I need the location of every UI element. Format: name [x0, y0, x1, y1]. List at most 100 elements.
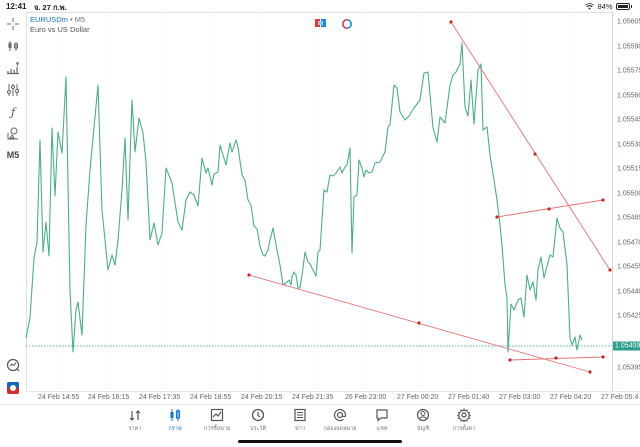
trendline-anchor [588, 370, 592, 374]
nav-label: กล่องจดหมาย [323, 426, 357, 432]
time-label: 27 Feb 00:20 [397, 394, 439, 401]
chart-type-icon[interactable] [5, 38, 21, 54]
status-bar: 12:41 จ. 27 ก.พ. 84% [0, 0, 640, 12]
indicators-icon[interactable] [5, 60, 21, 76]
time-label: 27 Feb 01:40 [448, 394, 490, 401]
price-label: 1.05545 [617, 116, 640, 124]
trendline-anchor [554, 356, 558, 360]
time-label: 26 Feb 23:00 [345, 394, 387, 401]
nav-tab-mailbox[interactable]: กล่องจดหมาย [320, 408, 360, 433]
trendline [450, 21, 611, 271]
wifi-icon [585, 3, 595, 10]
nav-tab-trade[interactable]: การซื้อขาย [197, 408, 237, 433]
status-indicators: 84% [585, 2, 632, 11]
timeframe-button[interactable]: M5 [6, 150, 20, 160]
nav-label: การตั้งค่า [452, 426, 476, 432]
price-label: 1.05500 [617, 190, 640, 197]
trendline-anchor [533, 152, 537, 156]
nav-label: แชท [376, 426, 388, 432]
time-label: 24 Feb 18:55 [190, 394, 232, 401]
nav-tab-chat[interactable]: แชท [362, 408, 402, 433]
trendline-anchor [601, 355, 605, 359]
time-label: 24 Feb 20:15 [241, 394, 283, 401]
time-label: 24 Feb 14:55 [38, 394, 80, 401]
trendline-anchor [495, 215, 499, 219]
nav-tab-history[interactable]: ประวัติ [238, 408, 278, 433]
symbol-timeframe: M5 [74, 15, 86, 24]
nav-label: กราฟ [168, 426, 182, 432]
price-label: 1.05440 [617, 288, 640, 295]
price-label: 1.05575 [617, 67, 640, 75]
price-label: 1.05485 [617, 214, 640, 222]
price-label: 1.05515 [617, 165, 640, 173]
price-label: 1.05470 [617, 239, 640, 246]
nav-tab-chart[interactable]: กราฟ [155, 408, 195, 433]
trendline-anchor [608, 268, 612, 272]
status-date: จ. 27 ก.พ. [34, 3, 67, 12]
nav-label: ข่าว [295, 426, 305, 432]
symbol-separator: • [67, 15, 75, 24]
account-icon [416, 408, 430, 422]
trendline-anchor [601, 198, 605, 202]
status-time: 12:41 [6, 2, 27, 11]
objects-icon[interactable] [5, 125, 21, 141]
trade-icon [210, 408, 224, 422]
nav-tab-news[interactable]: ข่าว [280, 408, 320, 433]
function-icon[interactable]: ƒ [10, 105, 16, 119]
price-label: 1.05530 [617, 141, 640, 148]
symbol-info[interactable]: EURUSDm • M5 Euro vs US Dollar [30, 15, 90, 35]
nav-label: ประวัติ [249, 426, 267, 432]
time-label: 27 Feb 04:20 [550, 394, 592, 401]
nav-label: ราคา [128, 426, 142, 432]
price-label: 1.05605 [617, 18, 640, 26]
chart-area[interactable] [26, 12, 614, 391]
nav-tab-quotes[interactable]: ราคา [115, 408, 155, 433]
mailbox-icon [333, 409, 347, 422]
price-label: 1.05395 [617, 364, 640, 372]
left-toolbar: ƒ M5 [0, 12, 26, 395]
nav-tab-account[interactable]: บัญชี [403, 408, 443, 433]
chat-icon [376, 409, 388, 422]
time-label: 24 Feb 21:35 [292, 394, 334, 401]
time-label: 27 Feb 03:00 [499, 394, 541, 401]
trendlines [247, 20, 612, 374]
trendline-anchor [547, 207, 551, 211]
chart-overlay-icons [315, 19, 352, 29]
symbol-name[interactable]: EURUSDm [30, 15, 68, 24]
time-label: 24 Feb 17:35 [139, 394, 181, 401]
time-axis[interactable]: 24 Feb 14:55 24 Feb 16:15 24 Feb 17:35 24 F… [26, 391, 640, 403]
nav-tab-settings[interactable]: การตั้งค่า [444, 408, 484, 433]
news-icon [294, 408, 306, 422]
bottom-nav: ราคา กราฟ การซื้อขาย ประวัติ ข่าว กล่องจดหมาย… [0, 404, 640, 447]
broker-logo-icon[interactable] [5, 380, 21, 396]
trendline-anchor [508, 358, 512, 362]
trendline-anchor [247, 273, 251, 277]
price-chart[interactable] [0, 0, 640, 400]
price-line [25, 42, 583, 353]
chart-icon [170, 409, 181, 421]
quotes-icon [129, 410, 141, 421]
trade-signals-icon[interactable] [5, 357, 21, 373]
time-label: 27 Feb 05:4 [601, 394, 639, 401]
nav-label: บัญชี [417, 426, 429, 432]
battery-icon [615, 3, 630, 10]
home-indicator[interactable] [238, 440, 402, 443]
battery-percent: 84% [597, 2, 613, 11]
nav-label: การซื้อขาย [203, 426, 231, 432]
settings-sliders-icon[interactable] [5, 82, 21, 98]
price-label: 1.05425 [617, 312, 640, 320]
one-click-trade-icon[interactable] [315, 19, 326, 27]
symbol-description: Euro vs US Dollar [30, 25, 90, 34]
chart-grid [59, 12, 624, 391]
price-label: 1.05455 [617, 263, 640, 271]
settings-icon [457, 408, 471, 422]
price-axis[interactable]: 1.05409 1.05605 1.05590 1.05575 1.05560 1.05… [612, 12, 640, 392]
trendline-anchor [449, 20, 453, 24]
price-label: 1.05560 [617, 92, 640, 99]
history-icon [251, 408, 265, 422]
price-label: 1.05590 [617, 43, 640, 50]
time-label: 24 Feb 16:15 [88, 394, 130, 401]
trendline-anchor [417, 321, 421, 325]
crosshair-icon[interactable] [5, 16, 21, 32]
trading-signal-icon[interactable] [342, 19, 352, 29]
